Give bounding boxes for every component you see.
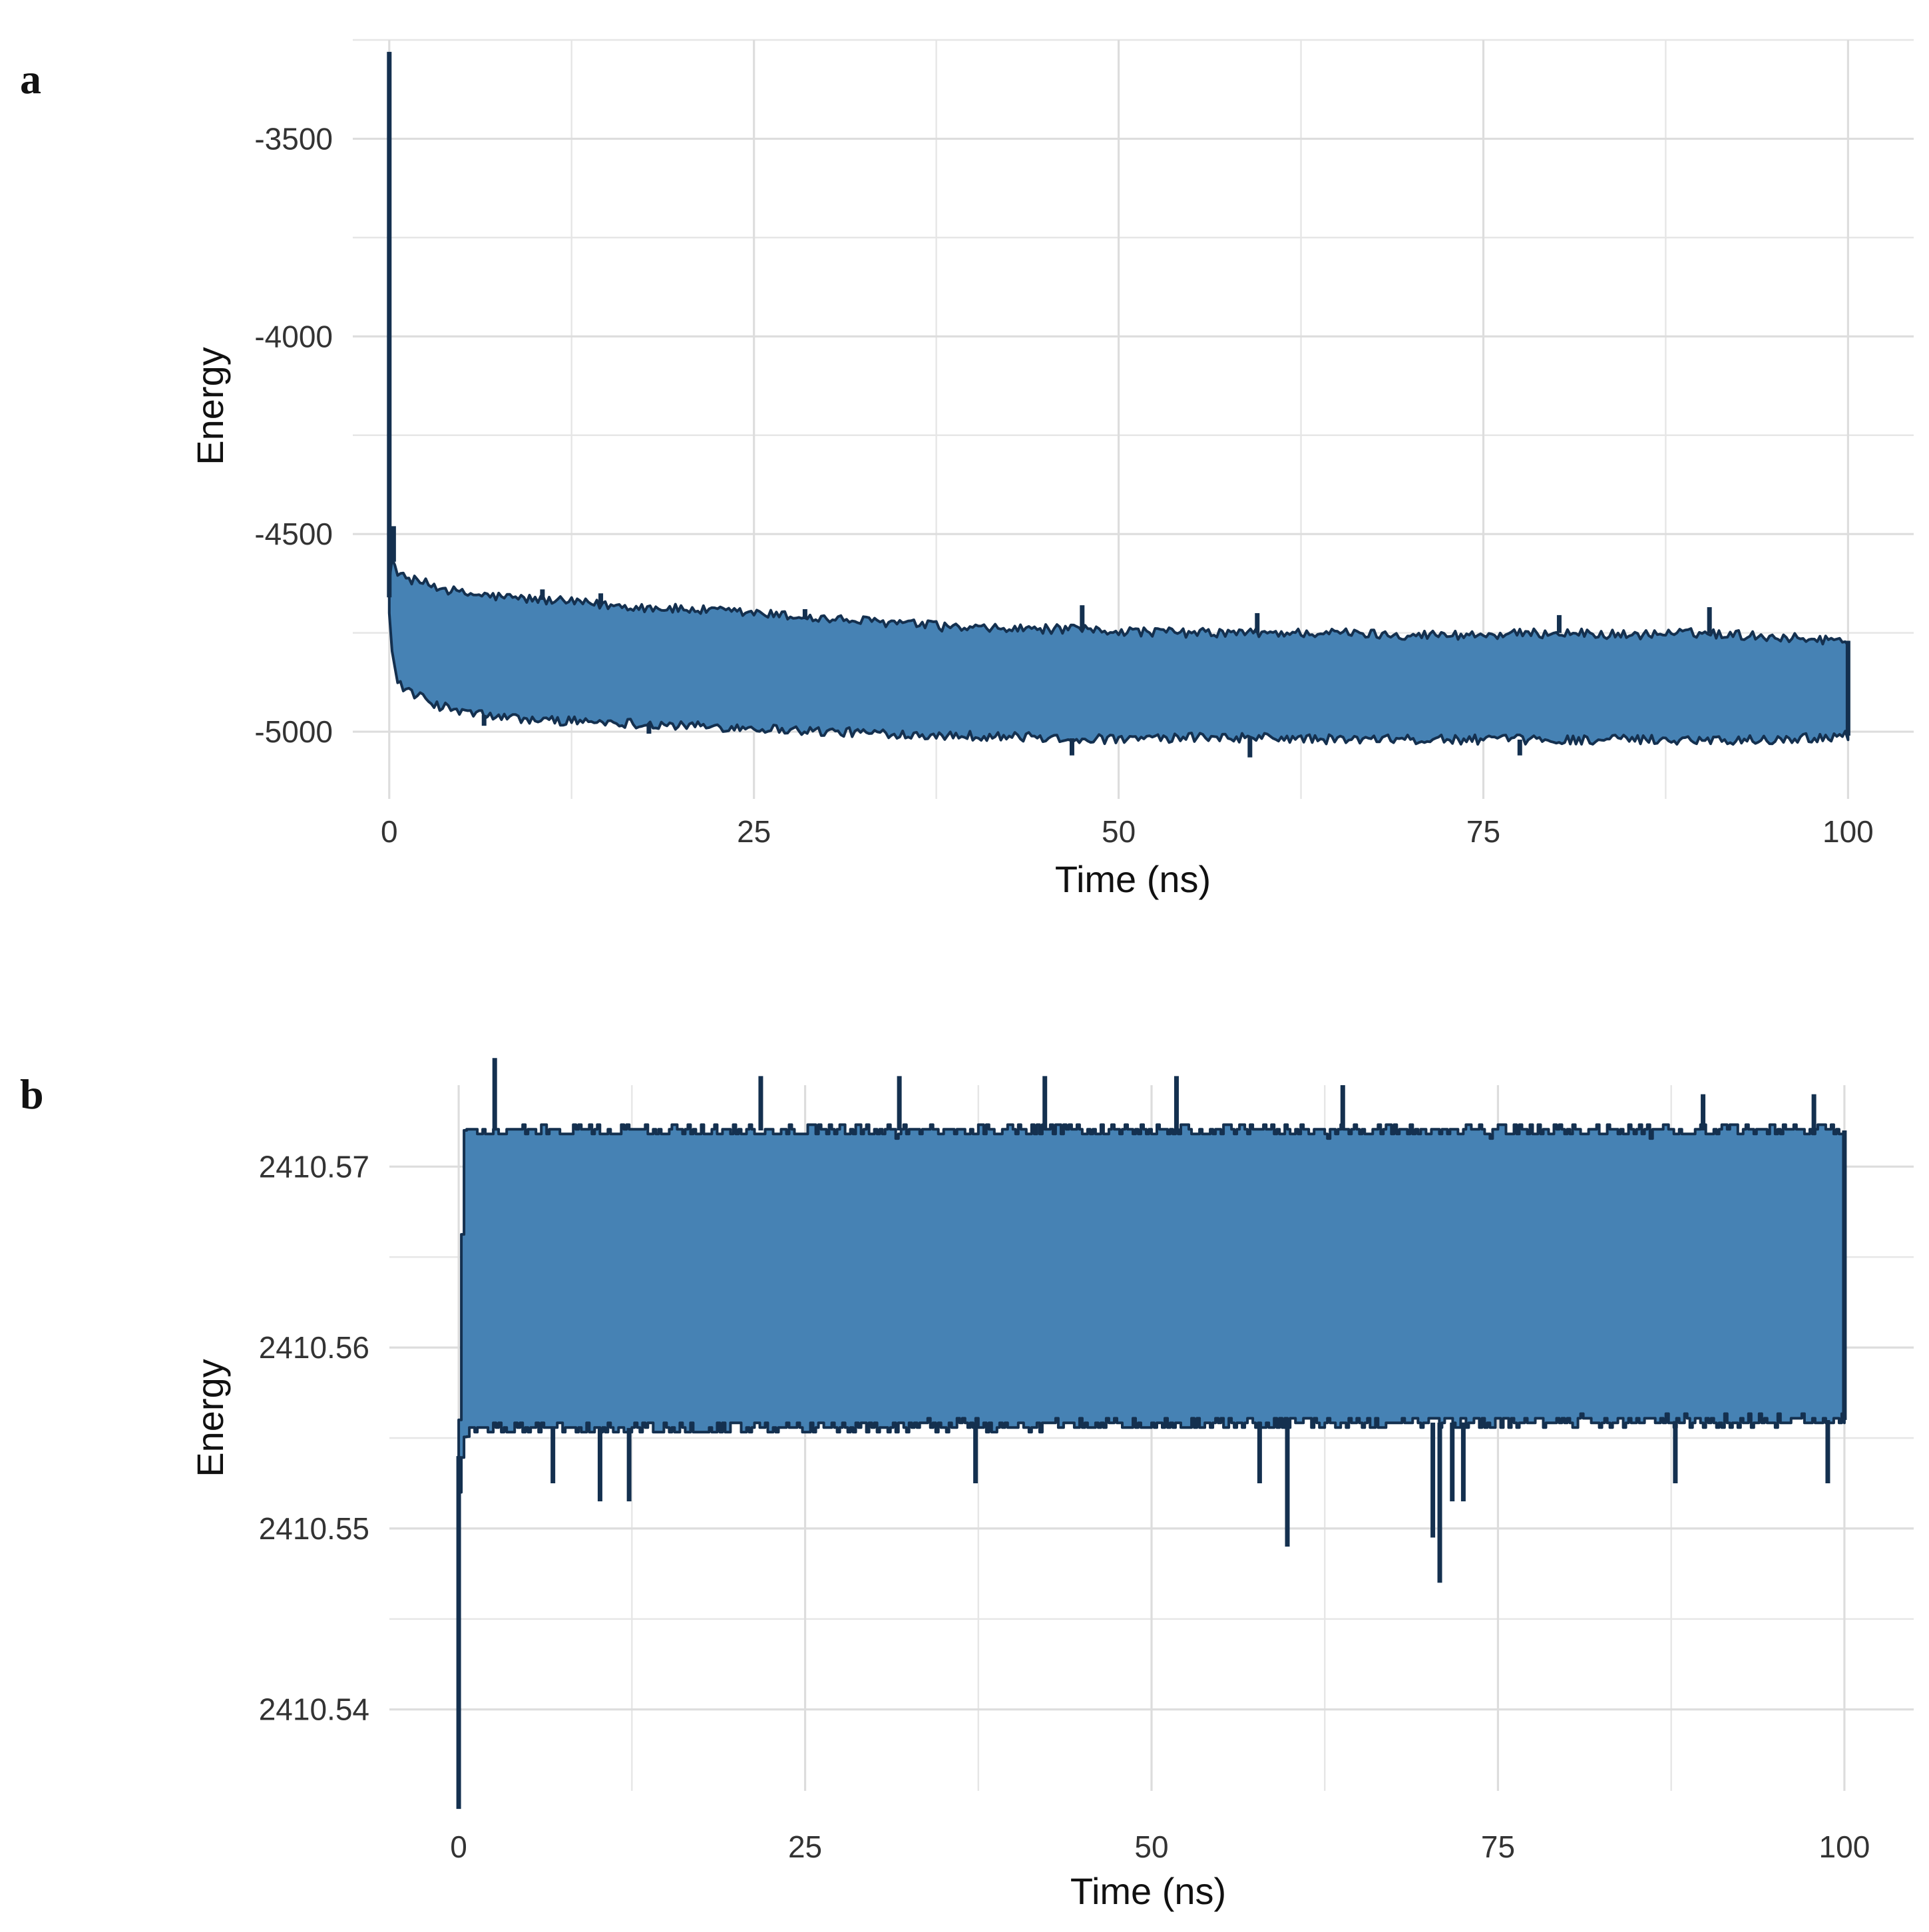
y-tick-label: -5000 xyxy=(254,714,333,749)
x-tick-label: 100 xyxy=(1819,1829,1870,1864)
y-tick-label: 2410.54 xyxy=(259,1692,369,1727)
y-tick-label: 2410.57 xyxy=(259,1149,369,1184)
panel-b-x-tick-labels: 0 25 50 75 100 xyxy=(450,1829,1870,1864)
y-tick-label: 2410.55 xyxy=(259,1511,369,1546)
x-tick-label: 100 xyxy=(1822,814,1874,849)
panel-b-y-tick-labels: 2410.54 2410.55 2410.56 2410.57 xyxy=(259,1149,369,1726)
x-tick-label: 0 xyxy=(381,814,398,849)
x-tick-label: 50 xyxy=(1134,1829,1168,1864)
x-tick-label: 75 xyxy=(1466,814,1500,849)
panel-a-y-axis-title: Energy xyxy=(189,347,231,465)
y-tick-label: -3500 xyxy=(254,121,333,156)
panel-label-a: a xyxy=(20,55,41,103)
panel-b-series xyxy=(456,1058,1847,1810)
y-tick-label: -4500 xyxy=(254,517,333,551)
x-tick-label: 75 xyxy=(1481,1829,1515,1864)
panel-b-x-axis-title: Time (ns) xyxy=(1070,1870,1226,1912)
panel-a-series xyxy=(387,51,1850,758)
energy-series-band xyxy=(387,557,1850,746)
panel-a-y-tick-labels: -3500 -4000 -4500 -5000 xyxy=(254,121,333,749)
panel-a-x-axis-title: Time (ns) xyxy=(1055,858,1211,900)
x-tick-label: 0 xyxy=(450,1829,467,1864)
panel-label-b: b xyxy=(20,1071,44,1118)
y-tick-label: 2410.56 xyxy=(259,1330,369,1365)
y-tick-label: -4000 xyxy=(254,319,333,354)
x-tick-label: 25 xyxy=(788,1829,822,1864)
x-tick-label: 50 xyxy=(1102,814,1136,849)
panel-a: a 0 25 50 75 100 -3500 -4000 -4500 -5000 Time (… xyxy=(20,39,1914,900)
x-tick-label: 25 xyxy=(737,814,771,849)
panel-b: b 0 25 50 75 100 2410.542410.552410.562410.5… xyxy=(20,1058,1914,1912)
panel-a-x-tick-labels: 0 25 50 75 100 xyxy=(381,814,1874,849)
panel-b-y-axis-title: Energy xyxy=(189,1359,231,1477)
